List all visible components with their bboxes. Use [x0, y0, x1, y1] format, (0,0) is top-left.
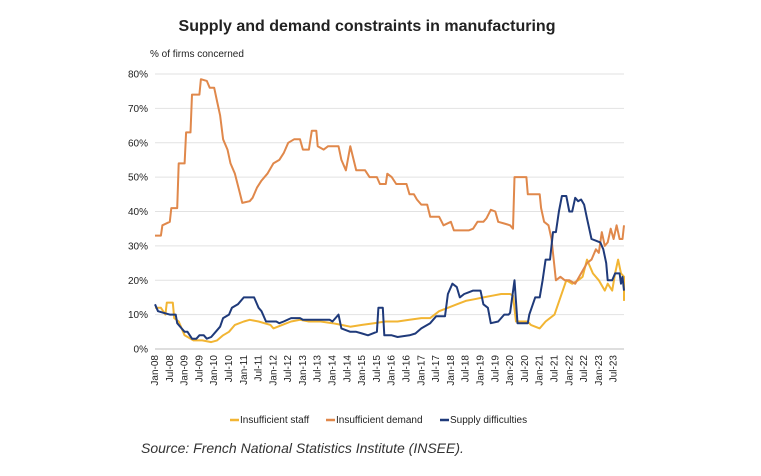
x-tick-label: Jan-20	[505, 355, 516, 386]
x-tick-label: Jul-23	[609, 355, 620, 383]
x-tick-label: Jan-13	[298, 355, 309, 386]
x-tick-label: Jul-13	[313, 355, 324, 383]
legend-label: Supply difficulties	[450, 415, 527, 426]
x-tick-label: Jul-17	[431, 355, 442, 383]
x-tick-label: Jan-09	[180, 355, 191, 386]
x-tick-label: Jul-15	[372, 355, 383, 383]
x-tick-label: Jul-11	[254, 355, 265, 382]
x-tick-label: Jan-22	[564, 355, 575, 386]
x-tick-label: Jan-12	[268, 355, 279, 386]
y-tick-label: 50%	[128, 173, 148, 184]
x-tick-label: Jan-11	[239, 355, 250, 385]
x-tick-label: Jul-12	[283, 355, 294, 383]
gridlines	[155, 73, 624, 350]
x-tick-label: Jan-08	[150, 355, 161, 386]
y-tick-label: 30%	[128, 241, 148, 252]
x-tick-label: Jan-21	[535, 355, 546, 386]
x-tick-label: Jan-19	[475, 355, 486, 386]
source-note: Source: French National Statistics Insti…	[141, 440, 464, 456]
x-tick-label: Jan-16	[387, 355, 398, 386]
x-tick-label: Jul-22	[579, 355, 590, 383]
y-tick-label: 70%	[128, 104, 148, 115]
legend: Insufficient staff Insufficient demand Sup…	[230, 415, 527, 426]
legend-label: Insufficient staff	[240, 415, 309, 426]
x-tick-label: Jul-09	[194, 355, 205, 383]
y-tick-label: 0%	[134, 345, 149, 356]
y-tick-label: 20%	[128, 276, 148, 287]
x-tick-label: Jul-18	[461, 355, 472, 383]
y-tick-label: 40%	[128, 207, 148, 218]
x-tick-label: Jul-14	[342, 355, 353, 383]
y-axis-label: % of firms concerned	[150, 49, 244, 60]
x-tick-label: Jan-23	[594, 355, 605, 386]
y-tick-label: 80%	[128, 70, 148, 81]
x-tick-label: Jul-16	[402, 355, 413, 383]
x-tick-label: Jan-15	[357, 355, 368, 386]
x-tick-label: Jul-21	[549, 355, 560, 383]
x-tick-label: Jan-17	[416, 355, 427, 386]
x-tick-label: Jan-14	[328, 355, 339, 386]
series-line-insufficient-demand	[155, 78, 625, 285]
x-tick-label: Jul-10	[224, 355, 235, 383]
legend-label: Insufficient demand	[336, 415, 423, 426]
series-line-supply-difficulties	[154, 195, 625, 340]
series-line-insufficient-staff	[155, 258, 625, 344]
y-tick-label: 60%	[128, 138, 148, 149]
y-tick-label: 10%	[128, 310, 148, 321]
series-lines	[154, 78, 625, 344]
x-tick-labels: Jan-08 Jul-08 Jan-09 Jul-09 Jan-10 Jul-10 Jan-…	[150, 355, 620, 386]
x-tick-label: Jul-08	[165, 355, 176, 383]
x-tick-label: Jan-18	[446, 355, 457, 386]
x-tick-label: Jul-19	[490, 355, 501, 383]
chart-title: Supply and demand constraints in manufac…	[179, 18, 556, 35]
x-tick-label: Jul-20	[520, 355, 531, 383]
y-tick-labels: 0% 10% 20% 30% 40% 50% 60% 70% 80%	[128, 70, 148, 356]
x-tick-label: Jan-10	[209, 355, 220, 386]
